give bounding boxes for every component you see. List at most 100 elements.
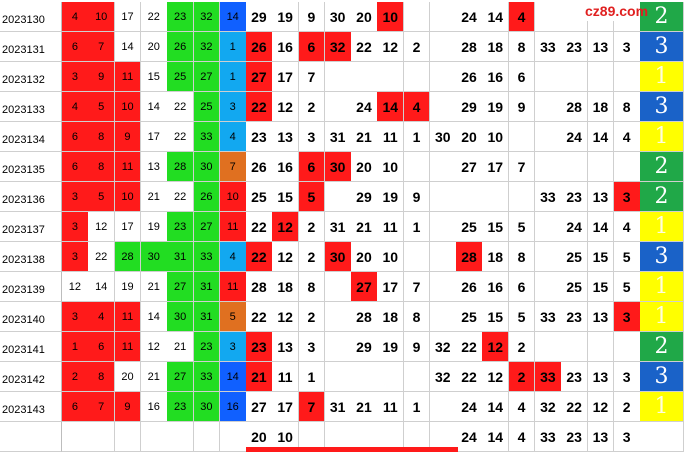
number-cell bbox=[534, 122, 562, 152]
left-cell: 9 bbox=[114, 392, 142, 422]
number-cell bbox=[429, 302, 457, 332]
number-cell bbox=[508, 122, 536, 152]
left-cell: 19 bbox=[140, 212, 168, 242]
number-cell: 12 bbox=[272, 302, 300, 332]
left-cell: 31 bbox=[167, 242, 194, 272]
result-cell: 3 bbox=[640, 32, 684, 62]
left-cell: 9 bbox=[88, 62, 116, 92]
number-cell: 18 bbox=[377, 302, 405, 332]
left-cell: 21 bbox=[140, 182, 168, 212]
number-cell: 5 bbox=[613, 242, 641, 272]
number-cell: 24 bbox=[561, 212, 588, 242]
number-cell bbox=[429, 242, 457, 272]
left-cell: 5 bbox=[88, 92, 116, 122]
number-cell: 26 bbox=[246, 152, 273, 182]
number-cell: 8 bbox=[508, 242, 536, 272]
row-label: 2023133 bbox=[0, 92, 62, 122]
left-cell: 30 bbox=[140, 242, 168, 272]
number-cell: 13 bbox=[587, 362, 615, 392]
left-cell bbox=[88, 422, 116, 452]
number-cell: 33 bbox=[534, 32, 562, 62]
result-cell: 1 bbox=[640, 392, 684, 422]
left-cell: 17 bbox=[140, 122, 168, 152]
row-label: 2023139 bbox=[0, 272, 62, 302]
left-cell: 1 bbox=[219, 32, 247, 62]
logo: cz89.com bbox=[578, 1, 648, 21]
number-cell bbox=[456, 182, 483, 212]
number-cell: 30 bbox=[324, 152, 352, 182]
left-cell bbox=[114, 422, 142, 452]
number-cell bbox=[561, 332, 588, 362]
left-cell: 14 bbox=[140, 302, 168, 332]
left-cell: 11 bbox=[219, 212, 247, 242]
left-cell: 10 bbox=[114, 92, 142, 122]
number-cell: 24 bbox=[351, 92, 378, 122]
result-cell: 3 bbox=[640, 92, 684, 122]
left-cell: 13 bbox=[140, 152, 168, 182]
left-cell: 10 bbox=[88, 2, 116, 32]
result-cell: 1 bbox=[640, 122, 684, 152]
number-cell: 28 bbox=[456, 32, 483, 62]
left-cell: 28 bbox=[167, 152, 194, 182]
number-cell: 31 bbox=[324, 212, 352, 242]
number-cell bbox=[561, 152, 588, 182]
number-cell bbox=[534, 212, 562, 242]
number-cell: 19 bbox=[482, 92, 510, 122]
number-cell: 9 bbox=[403, 182, 431, 212]
number-cell: 10 bbox=[377, 2, 405, 32]
left-cell: 31 bbox=[193, 272, 221, 302]
number-cell: 2 bbox=[298, 92, 326, 122]
number-cell: 32 bbox=[429, 362, 457, 392]
number-cell: 13 bbox=[272, 122, 300, 152]
number-cell bbox=[613, 332, 641, 362]
left-cell: 9 bbox=[114, 122, 142, 152]
number-cell: 18 bbox=[587, 92, 615, 122]
number-cell: 23 bbox=[246, 332, 273, 362]
left-cell: 11 bbox=[219, 272, 247, 302]
left-cell bbox=[140, 422, 168, 452]
number-cell: 18 bbox=[482, 242, 510, 272]
left-cell: 15 bbox=[140, 62, 168, 92]
row-label: 2023136 bbox=[0, 182, 62, 212]
number-cell bbox=[324, 302, 352, 332]
left-cell: 12 bbox=[62, 272, 89, 302]
number-cell: 26 bbox=[456, 272, 483, 302]
result-cell: 2 bbox=[640, 152, 684, 182]
number-cell: 13 bbox=[587, 32, 615, 62]
number-cell: 14 bbox=[482, 422, 510, 452]
number-cell: 12 bbox=[272, 212, 300, 242]
number-cell: 25 bbox=[456, 302, 483, 332]
result-cell: 1 bbox=[640, 62, 684, 92]
number-cell: 17 bbox=[272, 62, 300, 92]
number-cell: 22 bbox=[246, 92, 273, 122]
number-cell: 8 bbox=[508, 32, 536, 62]
left-cell: 14 bbox=[219, 362, 247, 392]
number-cell: 18 bbox=[272, 272, 300, 302]
number-cell: 16 bbox=[272, 152, 300, 182]
number-cell: 28 bbox=[351, 302, 378, 332]
number-cell: 1 bbox=[298, 362, 326, 392]
number-cell: 22 bbox=[561, 392, 588, 422]
number-cell: 26 bbox=[456, 62, 483, 92]
number-cell: 19 bbox=[377, 182, 405, 212]
number-cell: 24 bbox=[456, 392, 483, 422]
number-cell: 23 bbox=[561, 182, 588, 212]
number-cell bbox=[429, 2, 457, 32]
number-cell: 33 bbox=[534, 182, 562, 212]
number-cell: 14 bbox=[482, 2, 510, 32]
left-cell: 6 bbox=[88, 332, 116, 362]
number-cell: 11 bbox=[272, 362, 300, 392]
red-strip bbox=[246, 447, 458, 452]
row-label: 2023135 bbox=[0, 152, 62, 182]
result-cell: 2 bbox=[640, 182, 684, 212]
left-cell: 6 bbox=[62, 392, 89, 422]
number-cell: 3 bbox=[613, 302, 641, 332]
number-cell: 23 bbox=[561, 32, 588, 62]
number-cell: 27 bbox=[246, 62, 273, 92]
number-cell: 14 bbox=[482, 392, 510, 422]
row-label: 2023141 bbox=[0, 332, 62, 362]
number-cell: 10 bbox=[377, 242, 405, 272]
left-cell: 17 bbox=[114, 212, 142, 242]
left-cell: 10 bbox=[219, 182, 247, 212]
